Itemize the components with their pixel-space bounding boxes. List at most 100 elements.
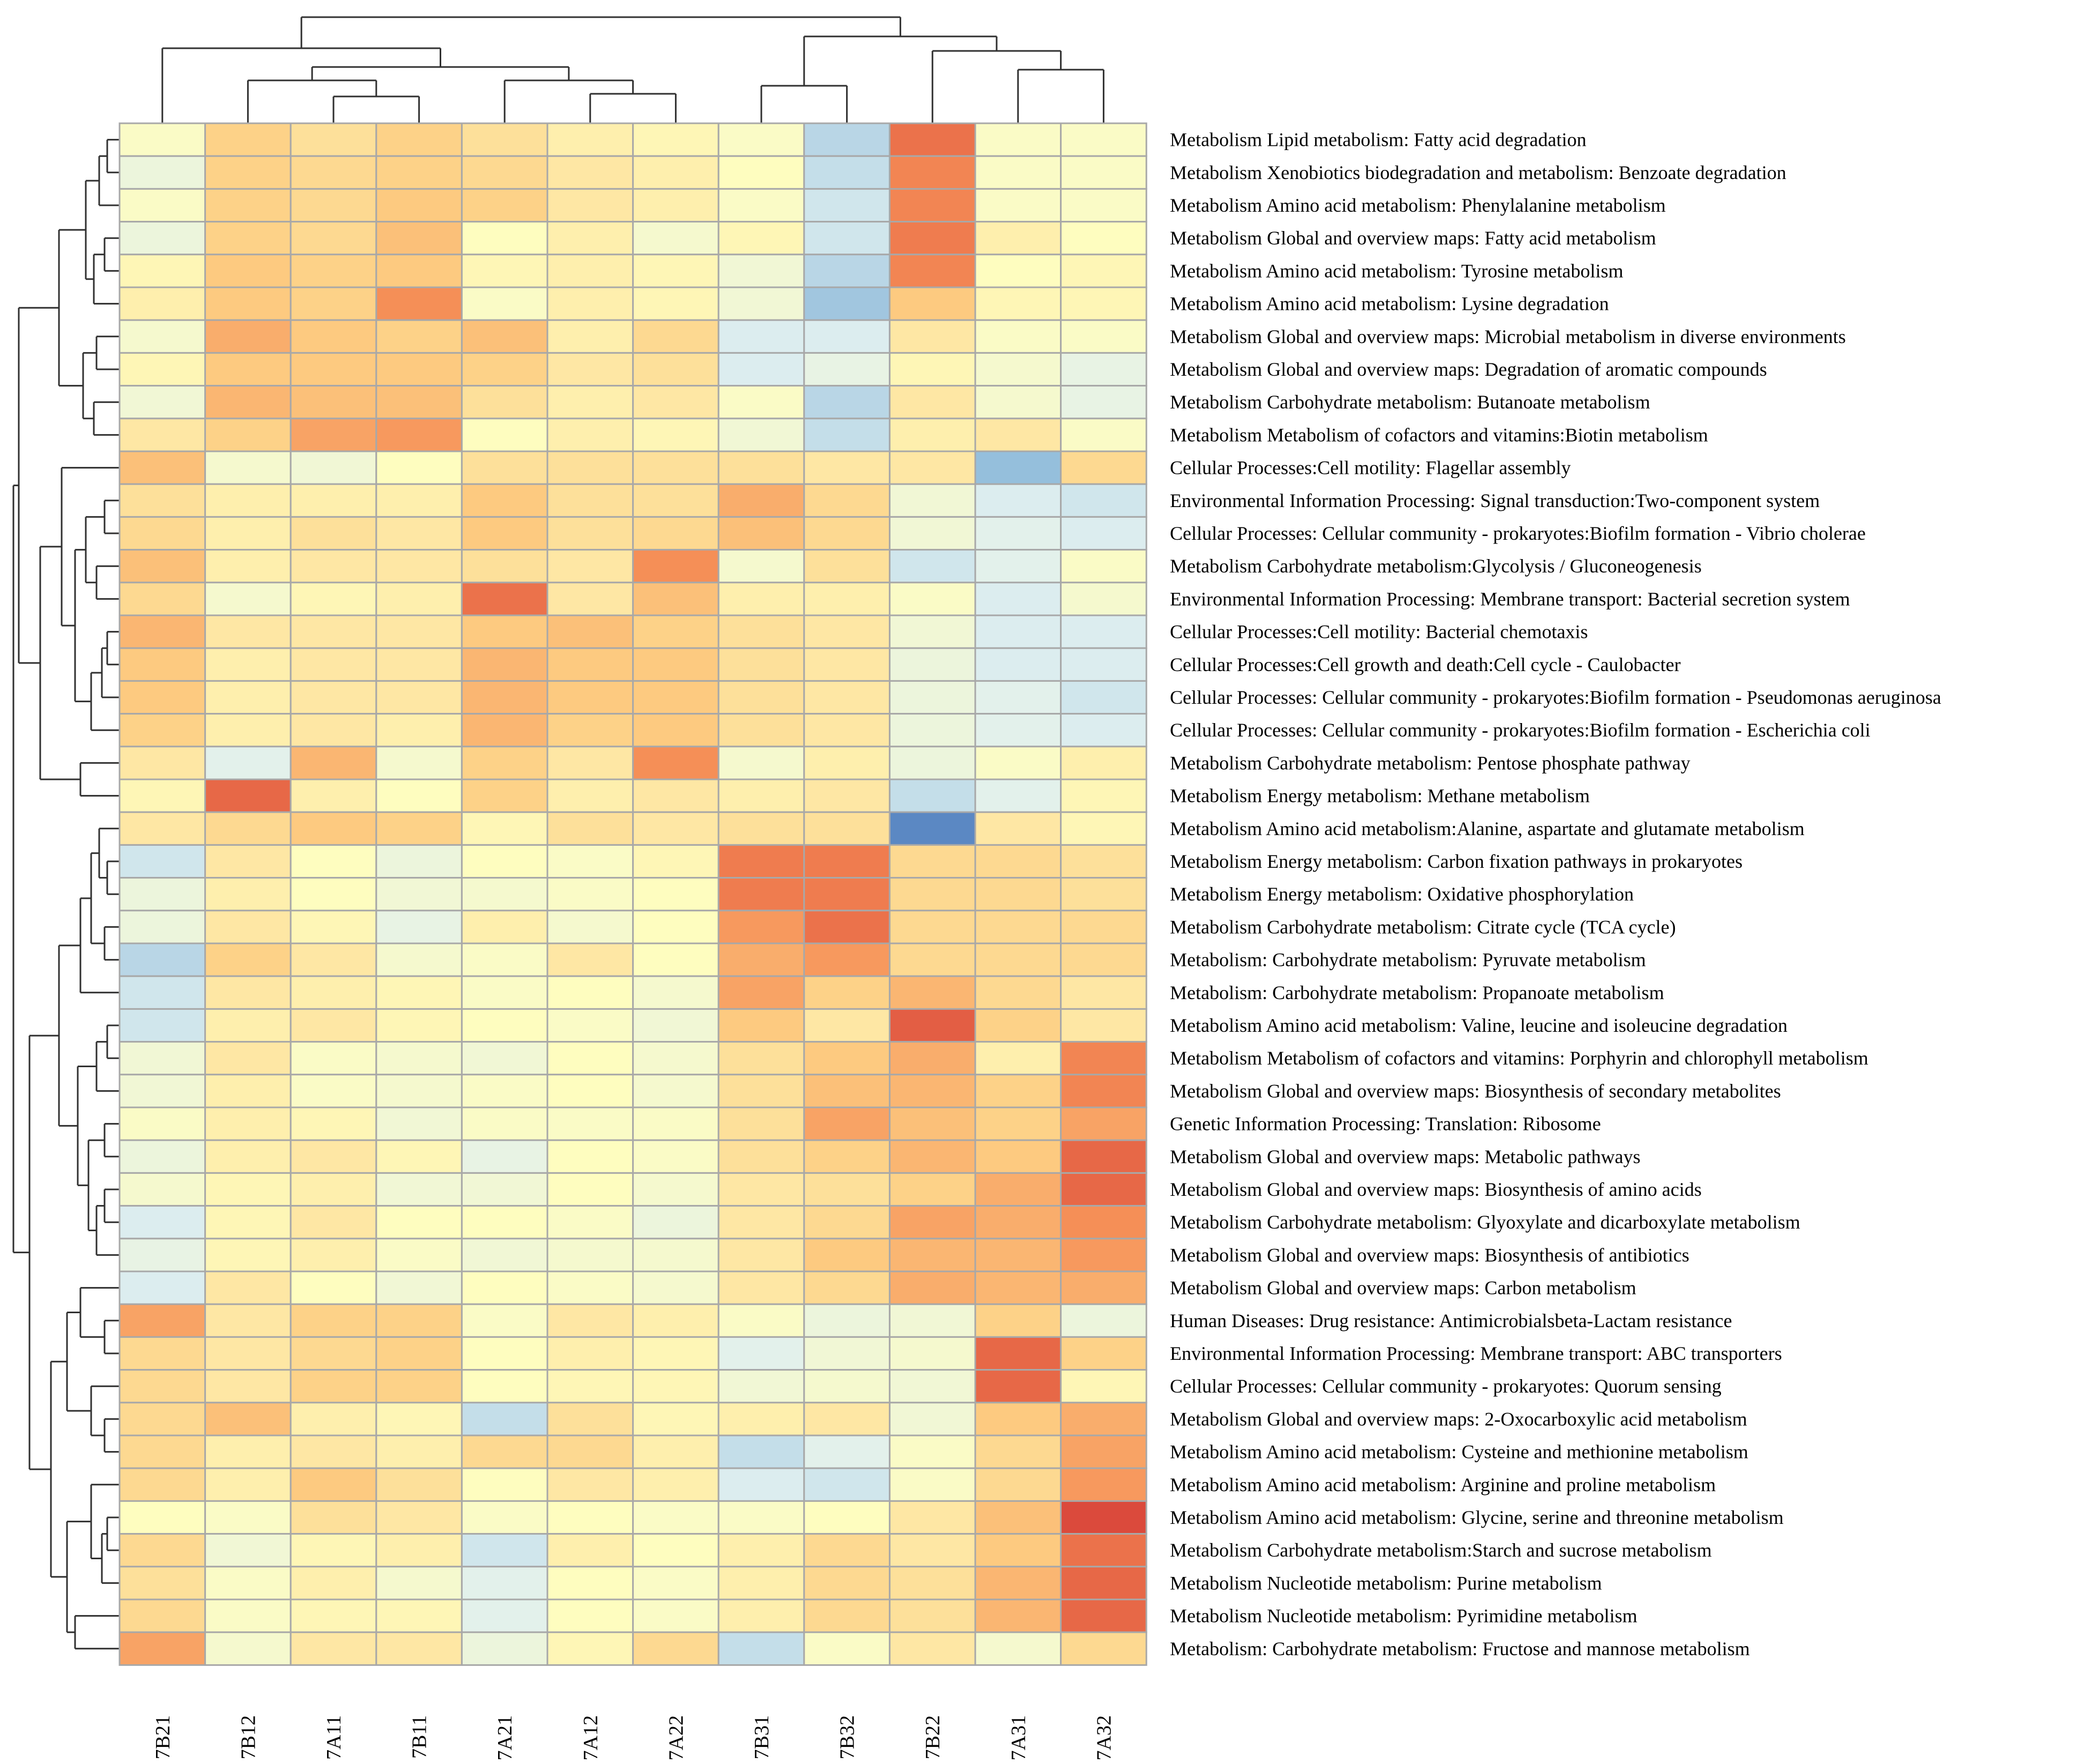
heatmap-cell [1060,221,1147,256]
heatmap-cell [204,614,292,649]
heatmap-cell [546,1303,634,1338]
heatmap-cell [461,1008,548,1043]
heatmap-cell [204,483,292,518]
heatmap-cell [375,746,463,780]
heatmap-cell [1060,1598,1147,1633]
heatmap-cell [204,188,292,223]
heatmap-cell [803,910,891,944]
heatmap-cell [290,1566,377,1601]
heatmap-cell [118,122,206,157]
heatmap-cell [290,286,377,321]
heatmap-cell [717,1008,805,1043]
heatmap-cell [118,1402,206,1436]
heatmap-cell [888,254,976,288]
heatmap-cell [546,1139,634,1174]
heatmap-cell [888,122,976,157]
row-label: Metabolism Global and overview maps: 2-O… [1170,1408,1747,1430]
heatmap-cell [290,877,377,912]
heatmap-cell [204,516,292,551]
heatmap-cell [546,1500,634,1535]
heatmap-cell [888,319,976,354]
heatmap-cell [888,811,976,846]
heatmap-cell [974,680,1062,715]
heatmap-cell [204,1336,292,1371]
heatmap-cell [290,746,377,780]
heatmap-cell [375,1336,463,1371]
heatmap-cell [290,614,377,649]
heatmap-cell [461,647,548,682]
heatmap-cell [1060,614,1147,649]
heatmap-cell [375,1533,463,1568]
heatmap-cell [461,418,548,452]
heatmap-cell [204,680,292,715]
row-label: Environmental Information Processing: Me… [1170,1343,1782,1364]
heatmap-cell [290,352,377,387]
column-label: 7A11 [323,1715,345,1760]
heatmap-cell [546,1008,634,1043]
row-label: Genetic Information Processing: Translat… [1170,1113,1601,1135]
heatmap-cell [375,910,463,944]
heatmap-cell [632,516,720,551]
heatmap-cell [375,1238,463,1272]
heatmap-cell [204,1205,292,1240]
row-label: Cellular Processes: Cellular community -… [1170,523,1866,544]
heatmap-cell [717,1205,805,1240]
heatmap-cell [632,450,720,485]
heatmap-cell [632,1402,720,1436]
heatmap-cell [118,549,206,584]
heatmap-cell [888,1270,976,1305]
heatmap-cell [1060,1566,1147,1601]
column-label: 7A31 [1007,1715,1030,1760]
heatmap-cell [204,844,292,879]
heatmap-cell [1060,1336,1147,1371]
heatmap-cell [1060,418,1147,452]
heatmap-cell [974,746,1062,780]
heatmap-cell [717,1270,805,1305]
heatmap-cell [290,450,377,485]
heatmap-cell [461,1041,548,1076]
heatmap-cell [204,286,292,321]
heatmap-cell [290,647,377,682]
heatmap-cell [290,1369,377,1404]
heatmap-cell [803,549,891,584]
heatmap-cell [974,1369,1062,1404]
column-label: 7A32 [1093,1715,1115,1760]
heatmap-cell [461,516,548,551]
heatmap-cell [290,1402,377,1436]
heatmap-cell [546,680,634,715]
heatmap-cell [888,582,976,616]
heatmap-cell [375,877,463,912]
heatmap-cell [290,319,377,354]
heatmap-cell [1060,1467,1147,1502]
heatmap-cell [632,811,720,846]
heatmap-cell [546,582,634,616]
heatmap-cell [204,221,292,256]
heatmap-cell [717,1106,805,1141]
heatmap-cell [204,1402,292,1436]
heatmap-cell [290,1467,377,1502]
heatmap-cell [888,1500,976,1535]
row-label: Metabolism Global and overview maps: Met… [1170,1146,1641,1167]
heatmap-cell [290,221,377,256]
heatmap-cell [118,1369,206,1404]
heatmap-cell [632,352,720,387]
heatmap-cell [118,319,206,354]
row-label: Metabolism Nucleotide metabolism: Purine… [1170,1572,1602,1594]
heatmap-cell [974,1074,1062,1108]
row-labels: Metabolism Lipid metabolism: Fatty acid … [1170,129,1941,1659]
heatmap-cell [118,221,206,256]
heatmap-cell [717,1631,805,1666]
heatmap-cell [888,1008,976,1043]
heatmap-cell [118,647,206,682]
heatmap-cell [632,254,720,288]
heatmap-cell [546,1369,634,1404]
heatmap-cell [803,877,891,912]
heatmap-cell [118,713,206,748]
heatmap-cell [290,975,377,1010]
heatmap-cell [1060,1041,1147,1076]
heatmap-cell [974,188,1062,223]
heatmap-cell [290,1303,377,1338]
heatmap-cell [461,1369,548,1404]
heatmap-cell [546,713,634,748]
heatmap-cell [461,1533,548,1568]
